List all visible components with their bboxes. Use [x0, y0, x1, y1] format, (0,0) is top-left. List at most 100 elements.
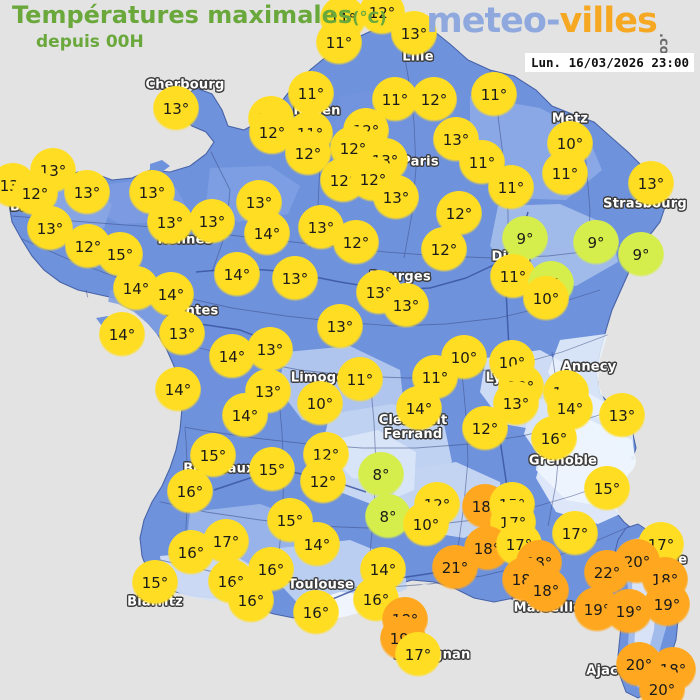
temperature-bubble[interactable]: 13° [373, 175, 419, 221]
temperature-bubble[interactable]: 14° [294, 522, 340, 568]
temperature-bubble[interactable]: 13° [317, 304, 363, 350]
temperature-bubble[interactable]: 16° [531, 416, 577, 462]
temperature-value: 11° [297, 84, 325, 103]
temperature-bubble[interactable]: 17° [552, 511, 598, 557]
temperature-bubble[interactable]: 9° [618, 232, 664, 278]
temperature-bubble[interactable]: 15° [584, 466, 630, 512]
temperature-bubble[interactable]: 14° [214, 252, 260, 298]
page-title: Températures maximales(°C) [12, 2, 387, 31]
temperature-bubble[interactable]: 19° [644, 582, 690, 628]
temperature-bubble[interactable]: 14° [244, 211, 290, 257]
temperature-value: 8° [372, 465, 390, 484]
temperature-value: 14° [108, 325, 136, 344]
temperature-bubble[interactable]: 12° [411, 77, 457, 123]
temperature-bubble[interactable]: 12° [333, 220, 379, 266]
page-title-text: Températures maximales [12, 1, 353, 29]
temperature-value: 16° [362, 590, 390, 609]
temperature-bubble[interactable]: 11° [488, 165, 534, 211]
temperature-bubble[interactable]: 10° [403, 502, 449, 548]
temperature-bubble[interactable]: 16° [293, 590, 339, 636]
temperature-value: 13° [382, 188, 410, 207]
temperature-value: 13° [198, 212, 226, 231]
temperature-bubble[interactable]: 11° [471, 72, 517, 118]
temperature-value: 10° [556, 134, 584, 153]
map-title-block: Températures maximales(°C) depuis 00H [12, 2, 387, 52]
temperature-value: 14° [122, 279, 150, 298]
temperature-value: 13° [608, 406, 636, 425]
temperature-bubble[interactable]: 12° [421, 227, 467, 273]
temperature-value: 12° [471, 419, 499, 438]
temperature-bubble[interactable]: 8° [358, 452, 404, 498]
temperature-value: 19° [653, 595, 681, 614]
temperature-value: 11° [346, 370, 374, 389]
temperature-value: 10° [450, 348, 478, 367]
temperature-bubble[interactable]: 18° [523, 568, 569, 614]
temperature-bubble[interactable]: 14° [222, 393, 268, 439]
temperature-bubble[interactable]: 17° [203, 519, 249, 565]
temperature-bubble[interactable]: 10° [297, 381, 343, 427]
temperature-value: 11° [480, 85, 508, 104]
temperature-value: 14° [157, 285, 185, 304]
temperature-value: 17° [561, 524, 589, 543]
temperature-value: 18° [532, 581, 560, 600]
logo-text-secondary: villes [559, 1, 657, 41]
temperature-value: 13° [36, 219, 64, 238]
temperature-value: 16° [540, 429, 568, 448]
temperature-bubble[interactable]: 13° [64, 170, 110, 216]
temperature-bubble[interactable]: 10° [523, 276, 569, 322]
temperature-value: 16° [237, 591, 265, 610]
temperature-value: 14° [405, 399, 433, 418]
temperature-value: 12° [258, 123, 286, 142]
temperature-bubble[interactable]: 12° [462, 406, 508, 452]
temperature-bubble[interactable]: 15° [249, 447, 295, 493]
temperature-bubble[interactable]: 16° [228, 578, 274, 624]
temperature-value: 15° [141, 573, 169, 592]
temperature-bubble[interactable]: 11° [542, 151, 588, 197]
temperature-bubble[interactable]: 15° [132, 560, 178, 606]
temperature-value: 14° [223, 265, 251, 284]
temperature-value: 13° [256, 340, 284, 359]
temperature-value: 14° [556, 399, 584, 418]
temperature-value: 11° [497, 178, 525, 197]
temperature-bubble[interactable]: 13° [189, 199, 235, 245]
temperature-value: 15° [593, 479, 621, 498]
temperature-bubble[interactable]: 14° [396, 386, 442, 432]
temperature-bubble[interactable]: 13° [272, 256, 318, 302]
temperature-bubble[interactable]: 13° [159, 311, 205, 357]
meteo-villes-logo[interactable]: meteo-villes.com [426, 1, 692, 68]
temperature-bubble[interactable]: 14° [155, 367, 201, 413]
temperature-value: 10° [306, 394, 334, 413]
temperature-value: 16° [257, 560, 285, 579]
temperature-value: 12° [342, 233, 370, 252]
temperature-bubble[interactable]: 16° [167, 469, 213, 515]
temperature-value: 9° [516, 229, 534, 248]
temperature-bubble[interactable]: 11° [337, 357, 383, 403]
temperature-bubble[interactable]: 13° [599, 393, 645, 439]
temperature-value: 13° [245, 193, 273, 212]
temperature-bubble[interactable]: 12° [300, 459, 346, 505]
temperature-value: 11° [421, 368, 449, 387]
temperature-bubble[interactable]: 14° [99, 312, 145, 358]
temperature-bubble[interactable]: 13° [628, 161, 674, 207]
temperature-bubble[interactable]: 13° [247, 327, 293, 373]
temperature-value: 14° [369, 560, 397, 579]
temperature-value: 13° [156, 213, 184, 232]
temperature-value: 15° [199, 446, 227, 465]
temperature-value: 16° [302, 603, 330, 622]
temperature-bubble[interactable]: 21° [432, 545, 478, 591]
temperature-bubble[interactable]: 13° [153, 86, 199, 132]
temperature-value: 19° [615, 602, 643, 621]
temperature-value: 16° [176, 482, 204, 501]
temperature-bubble[interactable]: 9° [573, 220, 619, 266]
temperature-value: 8° [379, 507, 397, 526]
temperature-value: 13° [400, 24, 428, 43]
temperature-value: 9° [632, 245, 650, 264]
temperature-value: 12° [420, 90, 448, 109]
temperature-bubble[interactable]: 17° [395, 632, 441, 678]
temperature-value: 13° [73, 183, 101, 202]
temperature-value: 11° [499, 267, 527, 286]
temperature-bubble[interactable]: 13° [147, 200, 193, 246]
temperature-bubble[interactable]: 13° [383, 283, 429, 329]
temperature-value: 14° [164, 380, 192, 399]
temperature-value: 21° [441, 558, 469, 577]
